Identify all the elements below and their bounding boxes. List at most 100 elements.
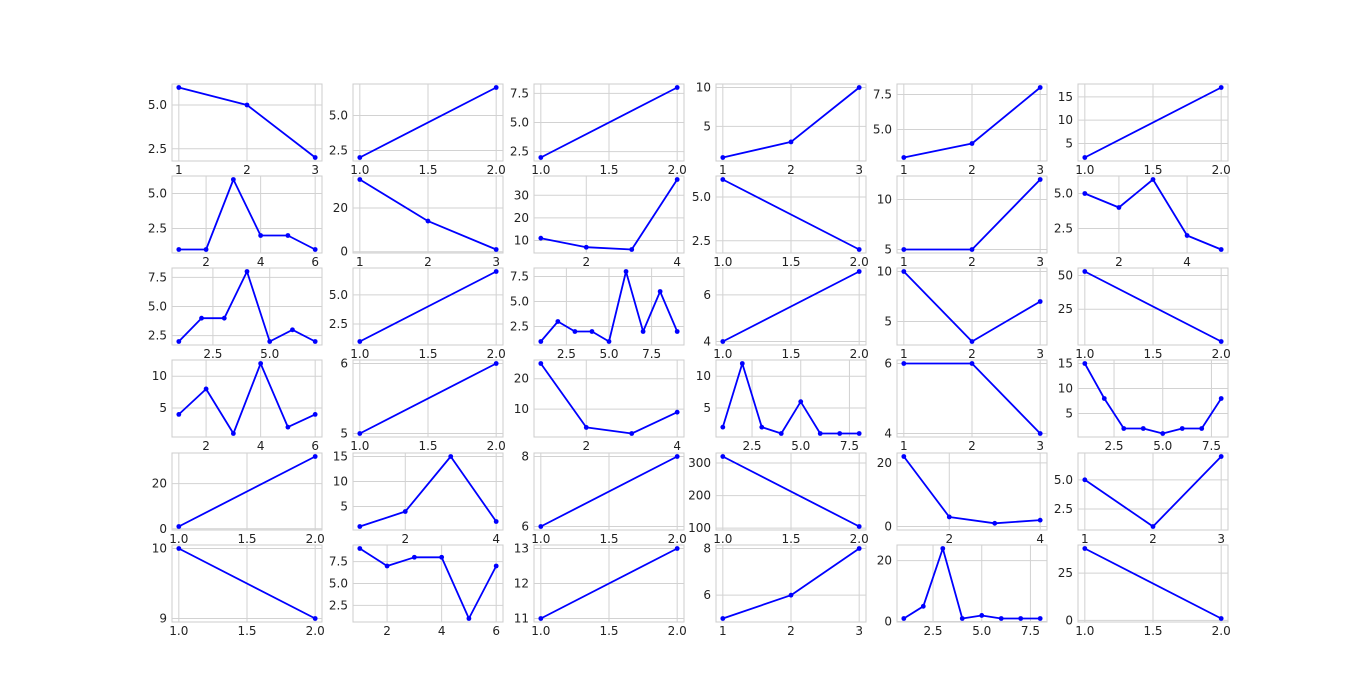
series-line [722, 178, 860, 251]
x-tick-label: 1.5 [781, 347, 800, 361]
y-tick-label: 15 [1058, 357, 1073, 371]
y-tick-label: 15 [333, 450, 348, 464]
data-point [856, 85, 862, 90]
data-point [1116, 205, 1122, 210]
x-tick-label: 2.0 [487, 439, 506, 453]
data-point [788, 139, 794, 145]
data-point [312, 339, 318, 344]
data-point [290, 327, 295, 333]
y-tick-label: 7.5 [329, 555, 348, 569]
y-tick-label: 20 [152, 477, 167, 491]
x-tick-label: 2.0 [850, 347, 869, 361]
data-point [817, 431, 823, 436]
x-tick-label: 1.5 [418, 163, 437, 177]
x-tick-label: 1.0 [531, 532, 550, 546]
x-tick-label: 2 [968, 439, 976, 453]
y-tick-label: 100 [688, 521, 711, 535]
data-point [258, 361, 264, 366]
data-point [176, 247, 182, 252]
series-line [178, 547, 316, 620]
data-point [1082, 361, 1088, 366]
data-point [657, 289, 663, 294]
x-tick-label: 2 [1149, 532, 1157, 546]
x-tick-label: 2.5 [923, 624, 942, 638]
data-point [1160, 431, 1166, 436]
series-line [540, 362, 678, 435]
y-tick-label: 6 [884, 357, 892, 371]
y-tick-label: 2.5 [148, 222, 167, 236]
series-line [540, 547, 678, 620]
data-point [640, 329, 646, 334]
x-tick-label: 2.5 [203, 347, 222, 361]
data-point [674, 454, 680, 459]
data-point [1218, 247, 1224, 252]
x-tick-label: 2 [202, 439, 210, 453]
y-tick-label: 5.0 [1054, 187, 1073, 201]
x-tick-label: 5.0 [599, 347, 618, 361]
data-point [623, 269, 629, 274]
data-point [199, 315, 204, 321]
data-point [1037, 85, 1043, 90]
y-tick-label: 12 [514, 577, 529, 591]
x-tick-label: 3 [311, 163, 319, 177]
x-tick-label: 1.0 [169, 624, 188, 638]
series-line [359, 362, 497, 435]
data-point [720, 616, 726, 621]
subplot-3-3: 2.5 5.0 7.5 2.5 5.0 7.5 [510, 267, 685, 361]
y-tick-label: 2.5 [1054, 502, 1073, 516]
x-tick-label: 2 [968, 347, 976, 361]
data-point [946, 514, 952, 520]
data-point [674, 85, 680, 90]
x-tick-label: 1.5 [418, 439, 437, 453]
data-point [1018, 616, 1024, 621]
data-point [538, 616, 544, 621]
data-point [583, 425, 589, 430]
data-point [1082, 269, 1088, 274]
data-point [411, 554, 417, 560]
series-line [359, 455, 497, 528]
x-tick-label: 2 [582, 255, 590, 269]
data-point [1184, 233, 1190, 238]
x-tick-label: 4 [673, 439, 681, 453]
y-tick-label: 20 [877, 554, 892, 568]
subplot-4-6: 2.5 5.0 7.5 5 10 15 [1058, 357, 1229, 453]
data-point [1218, 85, 1224, 90]
data-point [312, 155, 318, 160]
y-tick-label: 20 [514, 372, 529, 386]
data-point [856, 247, 862, 252]
x-tick-label: 3 [1036, 439, 1044, 453]
data-point [1082, 477, 1088, 483]
data-point [439, 554, 445, 560]
x-tick-label: 1.0 [713, 532, 732, 546]
subplot-2-2: 1 2 3 0 20 [333, 175, 504, 269]
y-tick-label: 5 [159, 401, 167, 415]
data-point [493, 269, 499, 274]
subplot-6-6: 1.0 1.5 2.0 0 25 [1058, 544, 1231, 638]
subplot-5-3: 1.0 1.5 2.0 6 8 [521, 450, 686, 547]
series-line [178, 362, 316, 435]
x-tick-label: 2 [424, 255, 432, 269]
y-tick-label: 10 [152, 542, 167, 556]
x-tick-label: 1.5 [1143, 624, 1162, 638]
subplot-1-3: 1.0 1.5 2.0 2.5 5.0 7.5 [510, 83, 687, 177]
data-point [1037, 299, 1043, 304]
data-point [969, 339, 975, 344]
data-point [203, 247, 209, 252]
y-tick-label: 7.5 [510, 270, 529, 284]
x-tick-label: 3 [1036, 347, 1044, 361]
y-tick-label: 9 [159, 612, 167, 626]
data-point [425, 218, 431, 224]
y-tick-label: 5 [1065, 137, 1073, 151]
data-point [1101, 396, 1107, 401]
y-tick-label: 10 [696, 369, 711, 383]
data-point [176, 524, 182, 529]
data-point [901, 269, 907, 274]
data-point [285, 424, 291, 430]
subplot-6-3: 1.0 1.5 2.0 11 12 13 [514, 542, 687, 639]
subplot-5-5: 2 4 0 20 [877, 452, 1048, 546]
data-point [555, 319, 561, 324]
y-tick-label: 8 [703, 542, 711, 556]
data-point [572, 329, 578, 334]
y-tick-label: 2.5 [329, 598, 348, 612]
data-point [384, 563, 390, 569]
